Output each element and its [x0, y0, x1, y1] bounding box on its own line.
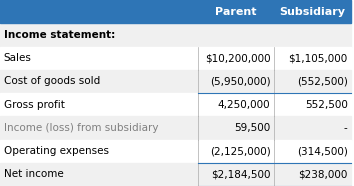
Text: (5,950,000): (5,950,000)	[210, 76, 270, 86]
Bar	[0, 140, 351, 163]
Bar	[0, 70, 351, 93]
Text: Income (loss) from subsidiary: Income (loss) from subsidiary	[4, 123, 158, 133]
Text: Net income: Net income	[4, 169, 63, 179]
Text: (314,500): (314,500)	[297, 146, 348, 156]
Text: Operating expenses: Operating expenses	[4, 146, 109, 156]
Text: (2,125,000): (2,125,000)	[210, 146, 270, 156]
Text: $238,000: $238,000	[298, 169, 348, 179]
Text: -: -	[344, 123, 348, 133]
Text: 552,500: 552,500	[305, 100, 348, 110]
Text: 59,500: 59,500	[234, 123, 270, 133]
Text: 4,250,000: 4,250,000	[218, 100, 270, 110]
Bar	[0, 0, 351, 23]
Text: Cost of goods sold: Cost of goods sold	[4, 76, 100, 86]
Text: $2,184,500: $2,184,500	[211, 169, 270, 179]
Bar	[0, 93, 351, 116]
Text: Sales: Sales	[4, 53, 32, 63]
Bar	[0, 116, 351, 140]
Text: Subsidiary: Subsidiary	[280, 7, 346, 17]
Text: $10,200,000: $10,200,000	[205, 53, 270, 63]
Text: Gross profit: Gross profit	[4, 100, 64, 110]
Text: (552,500): (552,500)	[297, 76, 348, 86]
Text: Parent: Parent	[216, 7, 257, 17]
Text: Income statement:: Income statement:	[4, 30, 115, 40]
Bar	[0, 163, 351, 186]
Bar	[0, 23, 351, 46]
Text: $1,105,000: $1,105,000	[289, 53, 348, 63]
Bar	[0, 46, 351, 70]
